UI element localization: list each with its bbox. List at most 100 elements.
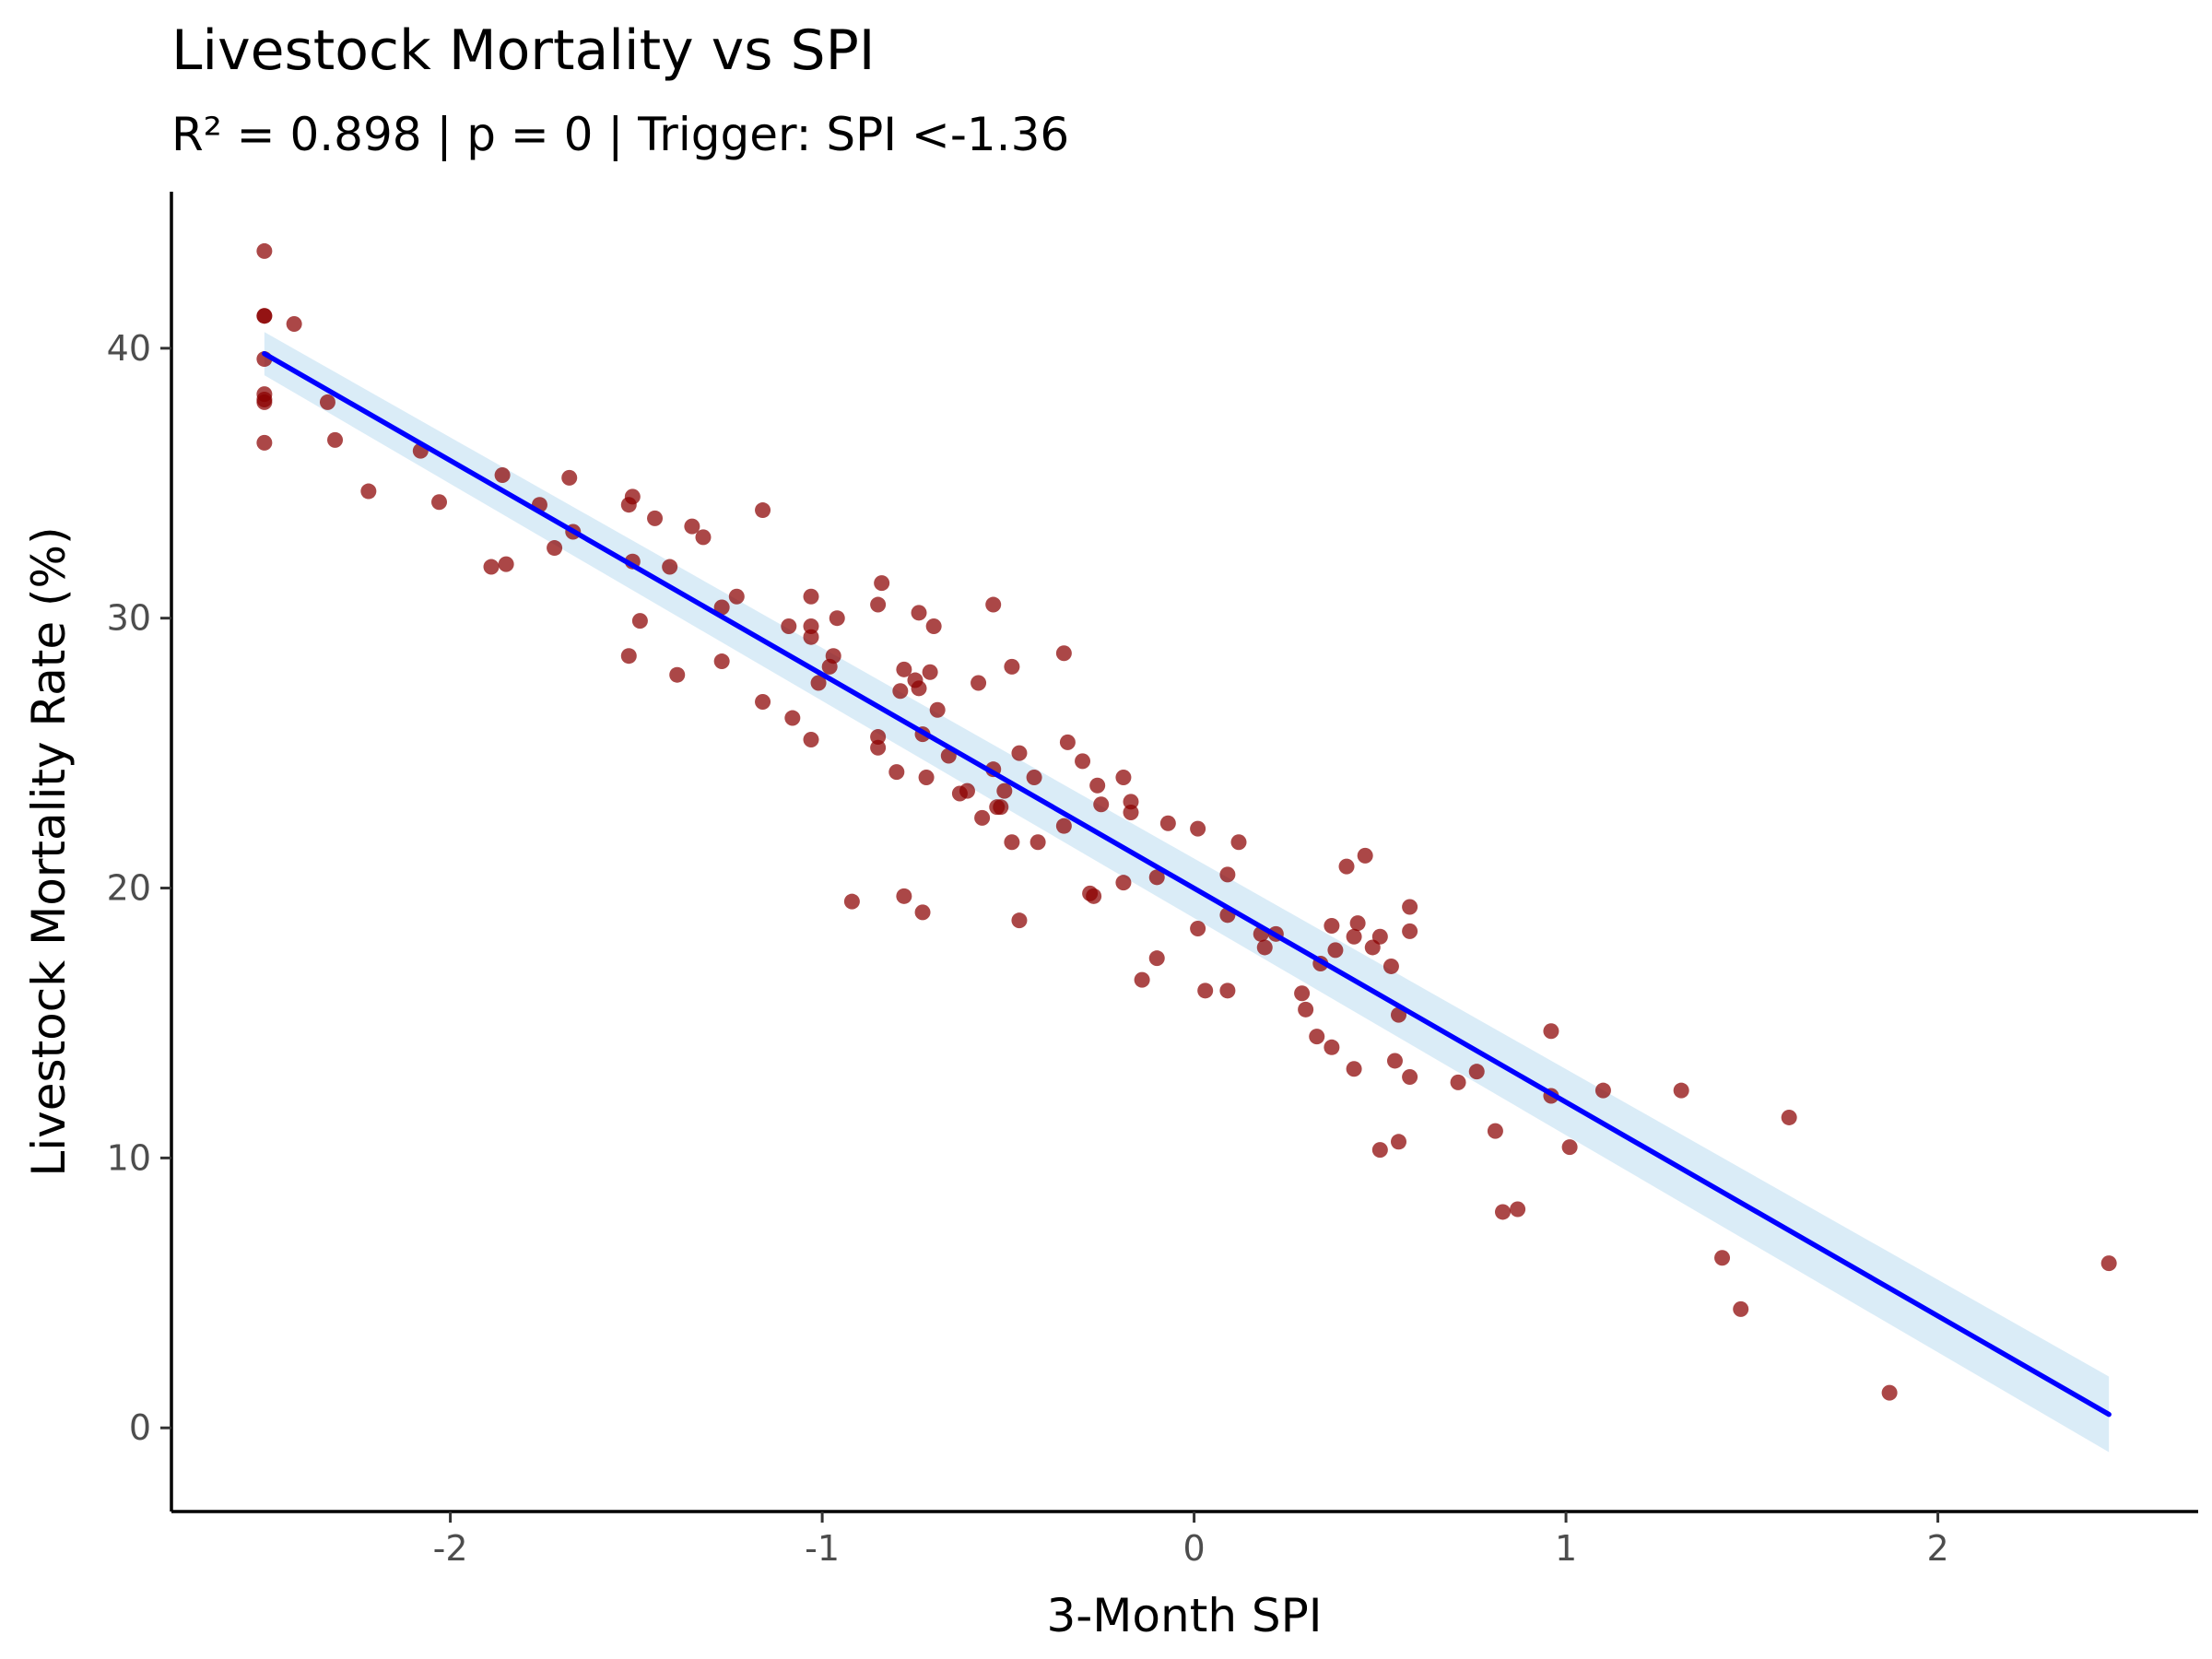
data-point [914, 904, 931, 921]
data-point [803, 588, 819, 605]
data-point [256, 391, 273, 407]
data-point [1298, 1001, 1314, 1018]
data-point [1594, 1082, 1611, 1099]
data-point [256, 434, 273, 451]
data-point [1004, 658, 1020, 675]
data-point [1011, 745, 1028, 761]
data-point [918, 769, 935, 785]
data-point [1148, 869, 1165, 886]
data-point [911, 680, 927, 697]
y-tick-label: 10 [107, 1137, 151, 1178]
fit-line-layer [262, 350, 2112, 1418]
data-point [810, 675, 827, 691]
data-point [1382, 958, 1399, 974]
x-tick-label: 2 [1926, 1528, 1948, 1569]
data-point [1219, 866, 1236, 883]
data-point [1510, 1201, 1526, 1218]
data-point [1190, 820, 1206, 837]
data-point [669, 666, 686, 683]
data-point [327, 431, 344, 448]
data-point [728, 588, 745, 605]
data-point [1309, 1029, 1325, 1045]
data-point [494, 466, 511, 483]
data-point [713, 653, 730, 670]
data-point [256, 242, 273, 259]
data-point [922, 664, 938, 680]
data-point [1327, 942, 1344, 959]
data-point [993, 799, 1009, 816]
data-point [925, 618, 942, 634]
data-point [892, 683, 909, 700]
data-point [1781, 1109, 1797, 1125]
data-point [1371, 1142, 1388, 1159]
data-point [896, 661, 912, 677]
data-point [319, 394, 335, 410]
data-point [870, 729, 887, 746]
data-point [1089, 777, 1106, 794]
data-point [547, 540, 563, 557]
data-point [620, 648, 637, 665]
data-point [1030, 834, 1046, 851]
data-point [1324, 1039, 1340, 1055]
data-point [256, 308, 273, 324]
chart-title: Livestock Mortality vs SPI [171, 18, 876, 83]
data-point [1123, 805, 1139, 821]
data-point [1123, 794, 1139, 810]
data-point [1349, 915, 1366, 932]
data-point [561, 469, 578, 486]
chart-subtitle: R² = 0.898 | p = 0 | Trigger: SPI <-1.36 [171, 108, 1069, 161]
data-point [1673, 1082, 1689, 1099]
data-point [1134, 971, 1150, 988]
data-point [870, 739, 887, 756]
data-point [1011, 912, 1028, 929]
y-tick-label: 0 [129, 1407, 151, 1448]
data-point [1543, 1023, 1559, 1040]
data-point [784, 710, 801, 726]
data-point [1487, 1123, 1503, 1139]
data-point [1714, 1250, 1731, 1266]
data-point [2100, 1255, 2117, 1272]
data-point [695, 529, 712, 546]
data-point [1159, 815, 1176, 831]
data-point [755, 693, 771, 710]
data-point [996, 782, 1013, 799]
data-point [803, 618, 819, 634]
data-point [647, 510, 664, 526]
data-point [1026, 769, 1042, 785]
data-point [1346, 1061, 1362, 1077]
data-point [1148, 950, 1165, 967]
data-point [803, 629, 819, 645]
regression-line [262, 350, 2112, 1418]
y-axis-title: Livestock Mortality Rate (%) [22, 526, 76, 1176]
y-axis-ticks: 0 10 20 30 40 [107, 328, 171, 1448]
data-point [1881, 1384, 1898, 1401]
data-point [911, 605, 927, 621]
data-point [829, 610, 845, 627]
data-point [888, 764, 905, 781]
x-tick-label: 0 [1182, 1528, 1205, 1569]
data-point [662, 559, 678, 575]
x-tick-label: 1 [1555, 1528, 1577, 1569]
data-point [624, 488, 641, 505]
data-point [286, 315, 302, 332]
data-point [1256, 939, 1273, 956]
data-point [1402, 1069, 1418, 1086]
data-point [1115, 769, 1132, 785]
data-point [1075, 753, 1091, 770]
data-point [1357, 847, 1373, 864]
data-point [1371, 928, 1388, 945]
data-point [1324, 918, 1340, 935]
data-point [1386, 1053, 1403, 1069]
data-point [1733, 1300, 1749, 1317]
data-point [959, 782, 975, 799]
data-point [1338, 858, 1355, 875]
data-point [1346, 928, 1362, 945]
data-point [896, 888, 912, 904]
x-axis-title: 3-Month SPI [1046, 1589, 1322, 1642]
data-point [1197, 982, 1214, 999]
data-point [1055, 818, 1072, 834]
data-point [1402, 899, 1418, 915]
y-tick-label: 30 [107, 598, 151, 639]
data-point [1230, 834, 1247, 851]
